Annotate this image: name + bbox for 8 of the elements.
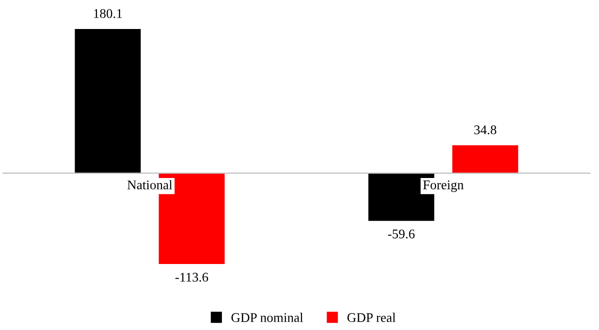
legend-label: GDP real (347, 312, 396, 322)
data-label: 34.8 (474, 125, 496, 134)
x-tick-label: Foreign (423, 180, 464, 192)
data-label: -59.6 (388, 230, 415, 239)
legend-label: GDP nominal (231, 312, 304, 322)
data-label: 180.1 (94, 9, 122, 18)
x-tick-label: National (127, 180, 172, 190)
data-label: -113.6 (175, 272, 208, 282)
